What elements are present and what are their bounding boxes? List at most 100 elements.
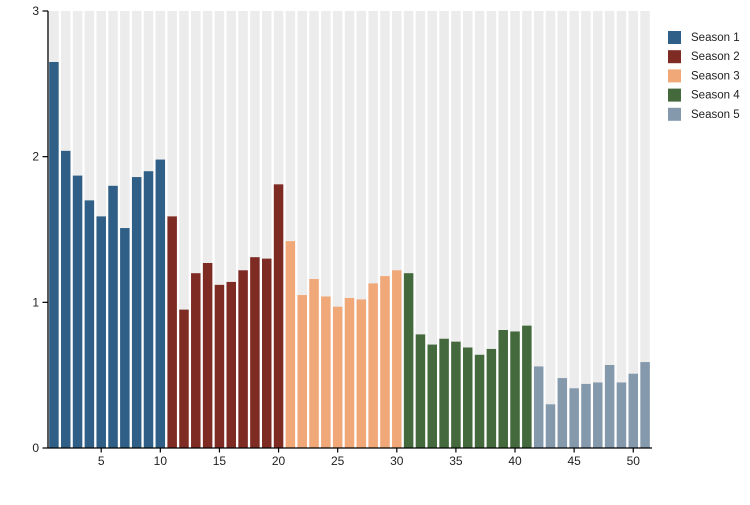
background-band: [368, 11, 378, 448]
bar-season-5-ep-46: [581, 383, 591, 448]
x-tick-label: 15: [213, 454, 227, 468]
y-tick-label: 3: [32, 4, 39, 18]
bar-season-3-ep-29: [380, 276, 390, 448]
legend-swatch-season-4: [668, 88, 681, 102]
background-band: [179, 11, 189, 448]
bar-season-3-ep-21: [285, 241, 296, 448]
x-tick-label: 5: [98, 454, 105, 468]
background-band: [545, 11, 556, 448]
y-tick-label: 2: [32, 150, 39, 164]
bar-season-2-ep-12: [179, 309, 189, 448]
bar-season-1-ep-10: [155, 159, 166, 448]
bar-season-1-ep-9: [143, 171, 154, 449]
bar-season-2-ep-19: [261, 258, 272, 448]
background-band: [380, 11, 390, 448]
bar-season-3-ep-24: [321, 296, 331, 448]
bar-season-1-ep-8: [131, 177, 142, 448]
bar-season-5-ep-48: [604, 364, 615, 448]
bar-season-1-ep-4: [84, 200, 95, 448]
legend-label-season-4: Season 4: [691, 90, 740, 102]
legend: Season 1 Season 2 Season 3 Season 4 Season 5: [668, 31, 740, 121]
background-band: [474, 11, 485, 448]
legend-swatch-season-5: [668, 107, 681, 121]
bar-season-4-ep-31: [403, 273, 414, 448]
bar-season-5-ep-42: [533, 366, 544, 448]
x-tick-label: 35: [449, 454, 463, 468]
bar-season-4-ep-41: [522, 325, 532, 448]
x-tick-label: 30: [390, 454, 404, 468]
bar-season-4-ep-35: [451, 341, 461, 448]
bar-season-1-ep-3: [72, 175, 83, 448]
background-band: [214, 11, 225, 448]
background-band: [392, 11, 402, 448]
bar-season-4-ep-32: [415, 334, 426, 448]
legend-label-season-3: Season 3: [691, 70, 740, 82]
background-band: [522, 11, 532, 448]
background-band: [415, 11, 426, 448]
bar-season-2-ep-18: [250, 257, 260, 448]
background-band: [356, 11, 367, 448]
bar-season-1-ep-5: [96, 216, 106, 448]
background-band: [191, 11, 201, 448]
background-band: [439, 11, 449, 448]
x-tick-label: 45: [567, 454, 581, 468]
bar-season-5-ep-43: [545, 404, 556, 448]
background-band: [498, 11, 508, 448]
bar-season-5-ep-45: [569, 388, 579, 448]
bar-season-3-ep-28: [368, 283, 378, 448]
legend-swatch-season-2: [668, 50, 681, 64]
y-tick-label: 1: [32, 295, 39, 309]
bar-season-5-ep-49: [616, 382, 627, 448]
background-band: [510, 11, 520, 448]
legend-label-season-1: Season 1: [691, 32, 740, 44]
legend-swatch-season-3: [668, 69, 681, 83]
bar-season-3-ep-25: [332, 306, 343, 448]
background-band: [297, 11, 307, 448]
bar-season-4-ep-40: [510, 331, 520, 448]
background-band: [557, 11, 568, 448]
background-band: [332, 11, 343, 448]
legend-label-season-5: Season 5: [691, 109, 740, 121]
bar-season-1-ep-7: [120, 228, 130, 448]
bar-season-4-ep-36: [462, 347, 473, 448]
bar-season-4-ep-38: [486, 348, 497, 448]
background-band: [462, 11, 473, 448]
bar-season-5-ep-51: [640, 362, 650, 448]
bar-season-2-ep-17: [238, 270, 248, 448]
x-tick-label: 50: [627, 454, 641, 468]
bar-season-3-ep-26: [344, 297, 355, 448]
bar-season-3-ep-30: [392, 270, 402, 448]
bar-season-5-ep-50: [628, 373, 639, 448]
background-band: [427, 11, 438, 448]
bar-season-2-ep-15: [214, 284, 225, 448]
bar-season-1-ep-2: [60, 150, 71, 448]
bar-season-3-ep-27: [356, 299, 367, 448]
legend-swatch-season-1: [668, 31, 681, 44]
background-band: [616, 11, 627, 448]
bar-season-5-ep-47: [593, 382, 603, 448]
x-tick-label: 25: [331, 454, 345, 468]
background-band: [640, 11, 650, 448]
background-band: [628, 11, 639, 448]
bar-season-5-ep-44: [557, 378, 568, 448]
background-band: [226, 11, 237, 448]
background-band: [486, 11, 497, 448]
background-band: [261, 11, 272, 448]
bar-season-3-ep-23: [309, 279, 319, 448]
legend-label-season-2: Season 2: [691, 51, 740, 63]
bar-season-2-ep-20: [273, 184, 284, 448]
bar-season-2-ep-13: [191, 273, 201, 448]
background-band: [202, 11, 213, 448]
bar-season-4-ep-39: [498, 330, 508, 448]
bar-season-4-ep-37: [474, 354, 485, 448]
background-band: [593, 11, 603, 448]
background-band: [250, 11, 260, 448]
background-band: [321, 11, 331, 448]
bar-season-1-ep-6: [108, 185, 118, 449]
background-band: [238, 11, 248, 448]
background-band: [604, 11, 615, 448]
background-band: [451, 11, 461, 448]
background-band: [403, 11, 414, 448]
background-band: [581, 11, 591, 448]
